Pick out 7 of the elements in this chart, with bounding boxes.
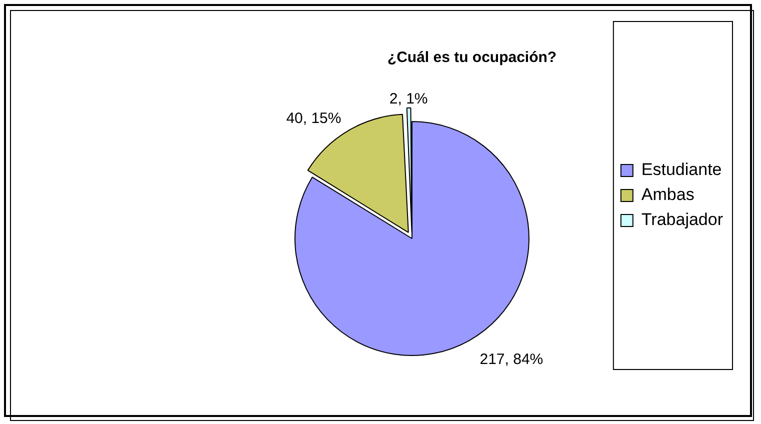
legend-label: Trabajador xyxy=(641,210,724,230)
data-label: 217, 84% xyxy=(480,350,544,368)
legend-label: Ambas xyxy=(641,185,694,204)
legend-label: Estudiante xyxy=(641,160,722,180)
chart-title: ¿Cuál es tu ocupación? xyxy=(387,49,557,66)
data-label: 40, 15% xyxy=(286,110,342,127)
data-label: 2, 1% xyxy=(389,90,428,108)
